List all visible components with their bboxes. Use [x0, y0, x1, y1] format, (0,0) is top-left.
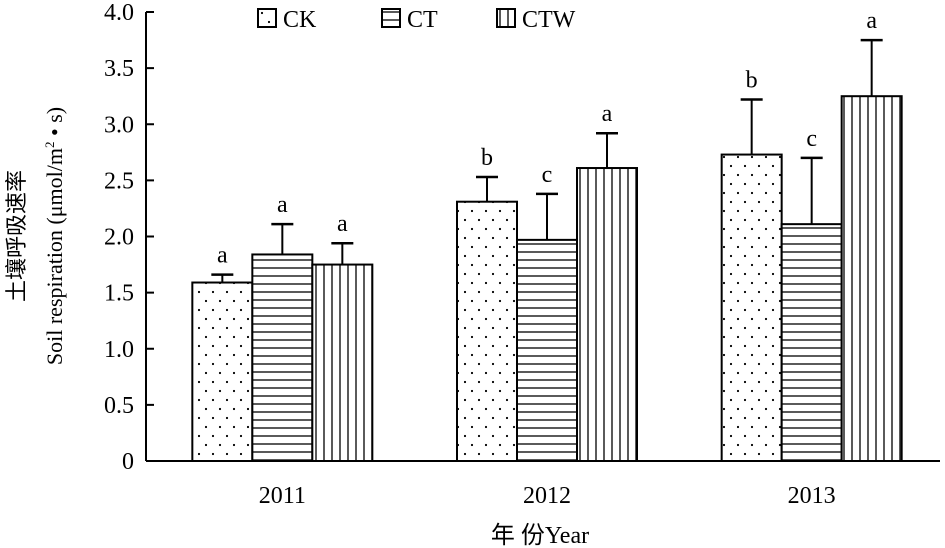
y-axis-title: 土壤呼吸速率 Soil respiration (μmol/m2 • s): [4, 107, 67, 365]
bar: [840, 95, 903, 462]
legend-label: CTW: [522, 7, 576, 33]
y-tick-label: 1.5: [104, 281, 134, 307]
x-axis-title: 年 份Year: [491, 522, 589, 548]
y-tick-label: 0: [122, 449, 134, 475]
significance-letter: a: [337, 211, 348, 237]
x-axis: 2011 2012 2013: [146, 460, 940, 509]
y-tick-label: 3.0: [104, 112, 134, 138]
bar: [311, 263, 374, 462]
legend-swatch: [257, 8, 277, 28]
y-axis-title-cn: 土壤呼吸速率: [4, 170, 29, 302]
bar: [576, 167, 638, 462]
y-axis-title-en-suffix: • s): [42, 107, 67, 142]
bar: [456, 200, 518, 462]
x-tick-label: 2012: [523, 483, 571, 509]
y-tick-label: 3.5: [104, 56, 134, 82]
y-tick-label: 4.0: [104, 0, 134, 26]
y-tick-label: 0.5: [104, 393, 134, 419]
bars: [191, 95, 903, 462]
bar: [251, 253, 314, 462]
y-axis: 0 0.5 1.0 1.5 2.0 2.5 3.0 3.5 4.0: [104, 0, 154, 475]
y-tick-label: 2.0: [104, 225, 134, 251]
significance-letter: a: [277, 192, 288, 218]
x-tick-label: 2013: [788, 483, 836, 509]
legend-swatch: [381, 8, 401, 28]
significance-letter: c: [806, 126, 817, 152]
y-tick-label: 2.5: [104, 168, 134, 194]
bar: [516, 238, 578, 462]
y-tick-label: 1.0: [104, 337, 134, 363]
significance-letter: a: [866, 8, 877, 34]
y-axis-title-en-sup: 2: [42, 141, 57, 148]
bar: [780, 223, 843, 462]
bar: [720, 153, 783, 462]
legend-label: CK: [283, 7, 317, 33]
significance-letter: a: [602, 101, 613, 127]
y-axis-title-en-prefix: Soil respiration (μmol/m: [42, 148, 67, 365]
significance-letters: a a a b c a b c a: [217, 8, 877, 269]
legend-label: CT: [407, 7, 438, 33]
legend: CK CT CTW: [257, 7, 576, 33]
error-bars: [211, 38, 883, 283]
bar: [191, 281, 254, 462]
legend-swatch: [496, 8, 516, 28]
significance-letter: a: [217, 243, 228, 269]
y-axis-title-en: Soil respiration (μmol/m2 • s): [42, 107, 67, 365]
x-tick-label: 2011: [259, 483, 306, 509]
significance-letter: c: [542, 162, 553, 188]
significance-letter: b: [481, 145, 493, 171]
significance-letter: b: [746, 68, 758, 94]
